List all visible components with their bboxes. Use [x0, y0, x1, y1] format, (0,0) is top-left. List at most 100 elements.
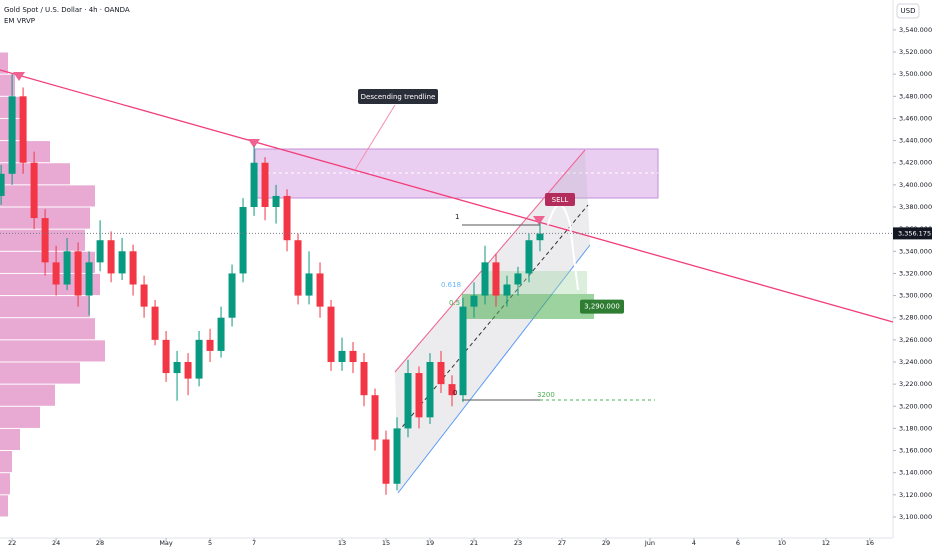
- candle-body: [0, 173, 5, 196]
- y-tick-label: 3,420.000: [899, 159, 932, 167]
- profile-bar: [0, 185, 95, 207]
- y-tick-label: 3,460.000: [899, 114, 932, 122]
- y-tick-label: 3,200.000: [899, 402, 932, 410]
- currency-box[interactable]: [896, 3, 920, 19]
- candle-body: [217, 317, 225, 351]
- annotation: 0.618: [441, 281, 461, 289]
- y-tick-label: 3,160.000: [899, 447, 932, 455]
- x-tick-label: 5: [208, 539, 212, 547]
- candle-body: [162, 339, 170, 374]
- annotation: 1: [455, 213, 459, 221]
- y-tick-label: 3,320.000: [899, 269, 932, 277]
- candle-body: [151, 306, 159, 340]
- candle-body: [129, 251, 137, 285]
- profile-bar: [0, 273, 100, 296]
- y-tick-label: 3,120.000: [899, 491, 932, 499]
- target-label: 3,290.000: [584, 303, 620, 311]
- y-tick-label: 3,520.000: [899, 48, 932, 56]
- x-tick-label: 12: [822, 539, 830, 547]
- channel-bottom: [397, 244, 591, 494]
- x-tick-label: 16: [866, 539, 874, 547]
- y-tick-label: 3,440.000: [899, 137, 932, 145]
- y-tick-label: 3,220.000: [899, 380, 932, 388]
- x-tick-label: 7: [252, 539, 256, 547]
- candles: [0, 74, 544, 495]
- x-tick-label: 22: [8, 539, 16, 547]
- annotation: 0: [453, 389, 457, 397]
- candle-body: [349, 350, 357, 362]
- profile-bar: [0, 318, 95, 340]
- x-tick-label: 27: [558, 539, 566, 547]
- x-tick-label: 28: [96, 539, 104, 547]
- y-tick-label: 3,180.000: [899, 424, 932, 432]
- x-tick-label: 29: [602, 539, 610, 547]
- y-tick-label: 3,140.000: [899, 469, 932, 477]
- candle-body: [481, 262, 489, 296]
- x-tick-label: 23: [514, 539, 522, 547]
- callout-box: [358, 89, 438, 104]
- candle-body: [316, 273, 324, 307]
- peak-marker: [533, 216, 545, 225]
- y-tick-label: 3,240.000: [899, 358, 932, 366]
- y-tick-label: 3,300.000: [899, 292, 932, 300]
- candle-body: [85, 262, 93, 296]
- candle-body: [393, 428, 401, 484]
- candle-body: [250, 162, 258, 208]
- candle-body: [382, 439, 390, 484]
- candle-body: [525, 240, 533, 274]
- indicator: EM VRVP: [4, 17, 35, 25]
- candle-body: [41, 218, 49, 263]
- y-tick-label: 3,340.000: [899, 247, 932, 255]
- demand-zone: [462, 294, 594, 319]
- fib-zone: [487, 271, 587, 294]
- profile-bar: [0, 428, 20, 451]
- candle-body: [195, 339, 203, 379]
- y-tick-label: 3,500.000: [899, 70, 932, 78]
- candle-body: [19, 96, 27, 163]
- profile-bar: [0, 384, 55, 406]
- candle-body: [437, 361, 445, 385]
- y-tick-label: 3,380.000: [899, 203, 932, 211]
- candle-body: [426, 361, 434, 418]
- peak-marker: [248, 139, 260, 148]
- candle-body: [30, 162, 38, 219]
- x-tick-label: 6: [736, 539, 740, 547]
- x-tick-label: May: [159, 539, 173, 547]
- peak-marker: [13, 72, 25, 81]
- profile-bar: [0, 74, 15, 96]
- candle-body: [305, 273, 313, 296]
- candle-body: [415, 373, 423, 418]
- profile-bar: [0, 495, 8, 517]
- x-tick-label: Jun: [644, 539, 655, 547]
- annotation: 0.5: [449, 299, 460, 307]
- candle-body: [96, 240, 104, 263]
- annotation: Descending trendline: [361, 93, 436, 101]
- y-tick-label: 3,100.000: [899, 513, 932, 521]
- sell-box: [545, 193, 575, 206]
- x-tick-label: 10: [778, 539, 786, 547]
- x-tick-label: 21: [470, 539, 478, 547]
- profile-bar: [0, 473, 10, 495]
- candle-body: [173, 361, 181, 374]
- y-tick-label: 3,260.000: [899, 336, 932, 344]
- candle-body: [107, 240, 115, 274]
- candle-body: [52, 262, 60, 285]
- price-axis-bg: [893, 0, 932, 550]
- annotation: 3200: [537, 391, 555, 399]
- candle-body: [8, 96, 16, 174]
- candle-body: [184, 361, 192, 379]
- x-tick-label: 19: [426, 539, 434, 547]
- candle-body: [459, 306, 467, 396]
- channel-top: [394, 149, 586, 373]
- candle-body: [294, 240, 302, 296]
- last-price-box: [893, 227, 932, 240]
- candle-body: [448, 384, 456, 396]
- y-tick-label: 3,280.000: [899, 314, 932, 322]
- candle-body: [239, 207, 247, 274]
- x-tick-label: 15: [382, 539, 390, 547]
- candle-body: [228, 273, 236, 318]
- candle-body: [371, 395, 379, 440]
- last-price-label: 3,356.175: [898, 229, 931, 237]
- profile-bar: [0, 296, 90, 318]
